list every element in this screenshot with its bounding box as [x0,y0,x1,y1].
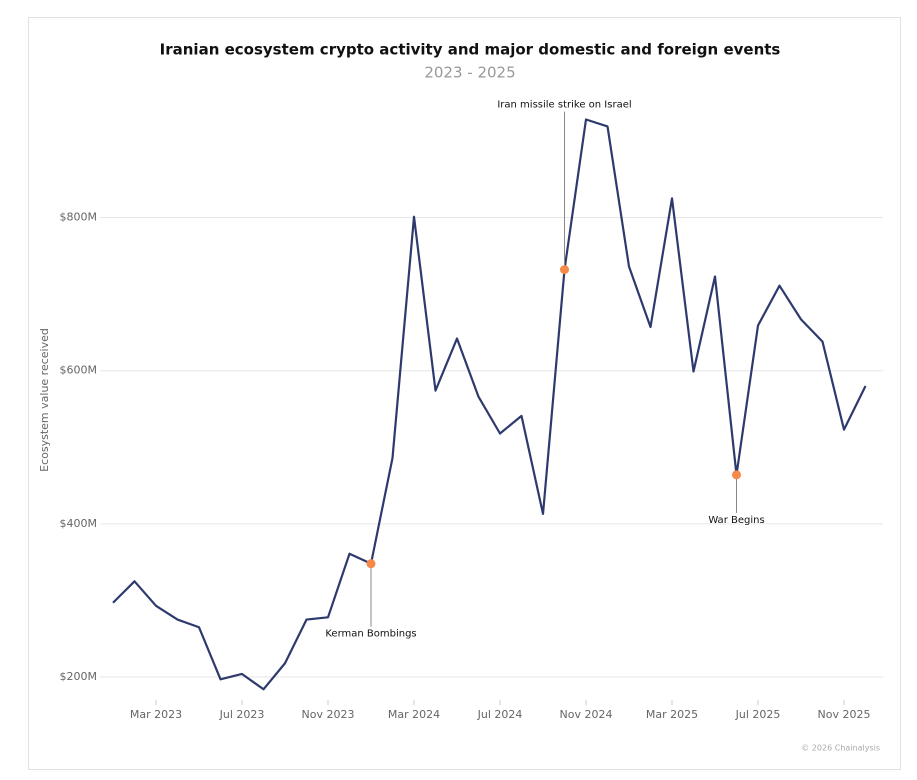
annotation-marker [560,265,569,275]
x-tick-label: Mar 2025 [646,708,698,721]
y-tick-label: $200M [60,670,98,683]
x-tick-label: Mar 2024 [388,708,440,721]
annotation-label: War Begins [708,515,764,526]
annotation-label: Kerman Bombings [325,629,416,640]
line [112,118,867,691]
x-tick-label: Nov 2025 [818,708,871,721]
source: © 2026 Chainalysis [801,744,880,753]
x-tick-label: Mar 2023 [130,708,182,721]
chart-subtitle: 2023 - 2025 [424,64,515,82]
x-tick-label: Nov 2024 [560,708,613,721]
frame [28,17,901,770]
x-tick-label: Jul 2024 [477,708,523,721]
y-tick-label: $800M [60,211,98,224]
annotation-label: Iran missile strike on Israel [497,100,631,111]
annotation-marker [732,470,741,480]
chart-title: Iranian ecosystem crypto activity and ma… [160,41,781,59]
x-tick-label: Jul 2025 [735,708,781,721]
annotation-marker [366,559,376,569]
x-tick-label: Jul 2023 [219,708,265,721]
y-tick-label: $400M [60,517,98,530]
y-tick-label: $600M [60,364,98,377]
x-tick-label: Nov 2023 [302,708,355,721]
y-axis-label: Ecosystem value received [38,328,51,472]
